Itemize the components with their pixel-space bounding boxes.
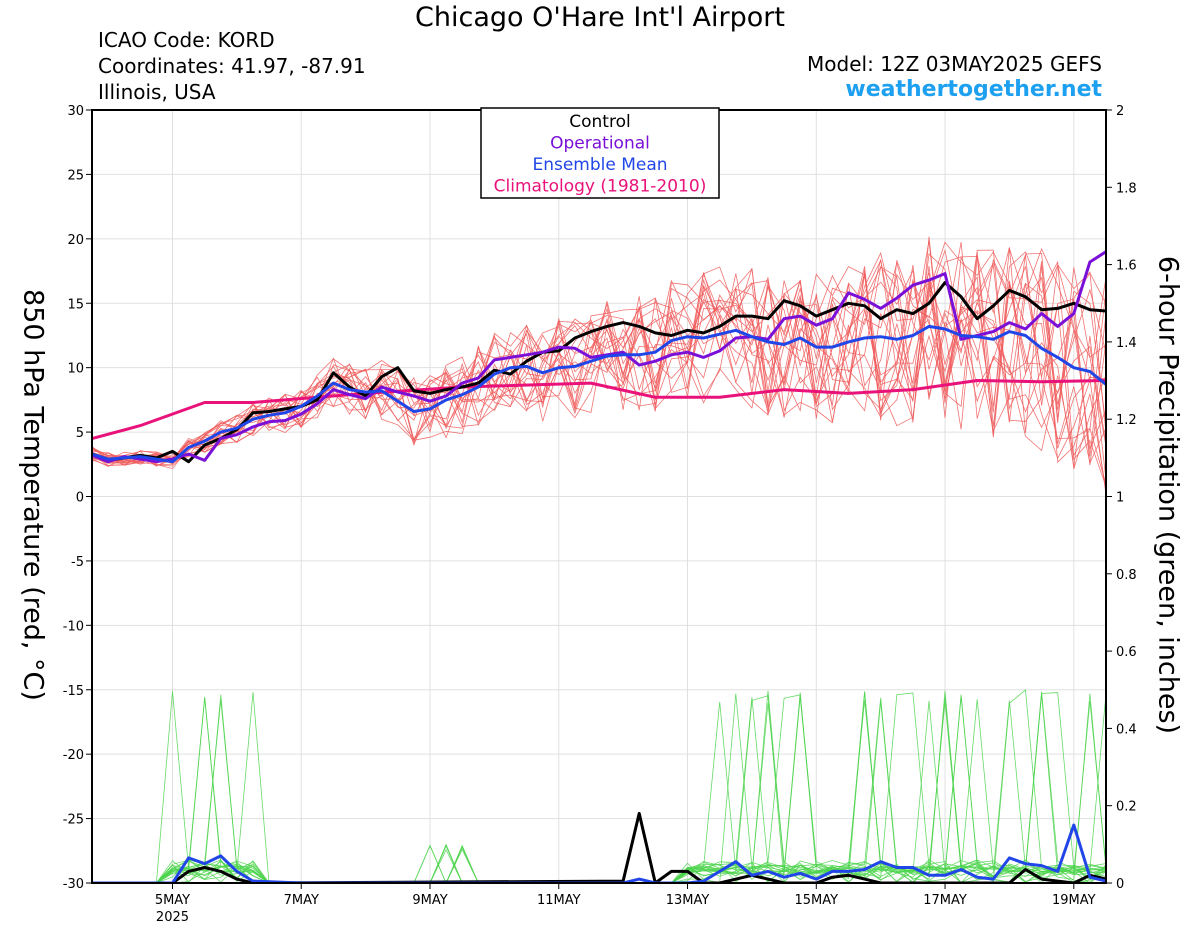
y-tick-label-left: 5 xyxy=(76,426,84,441)
legend-entry: Operational xyxy=(550,134,650,154)
x-tick-label: 11MAY xyxy=(537,893,581,908)
y-tick-label-left: 20 xyxy=(67,233,84,248)
grid-lines xyxy=(92,109,1106,884)
member-precipitation-line xyxy=(92,691,1106,883)
y-tick-label-left: -5 xyxy=(71,555,84,570)
location: Illinois, USA xyxy=(98,80,216,104)
series-control-precipitation xyxy=(92,811,1106,883)
legend-entry: Climatology (1981-2010) xyxy=(494,177,707,197)
y-tick-label-left: 10 xyxy=(67,362,84,377)
y-tick-label-left: -20 xyxy=(63,748,84,763)
member-temperature-line xyxy=(92,262,1106,463)
y-tick-label-right: 1 xyxy=(1116,491,1124,506)
x-tick-label: 19MAY xyxy=(1052,893,1096,908)
y-tick-label-left: 25 xyxy=(67,168,84,183)
y-tick-label-right: 1.6 xyxy=(1116,259,1137,274)
y-tick-label-right: 0.4 xyxy=(1116,722,1137,737)
x-tick-label: 5MAY xyxy=(155,893,190,908)
series-operational xyxy=(92,250,1106,464)
y-tick-label-right: 1.4 xyxy=(1116,336,1137,351)
website-link[interactable]: weathertogether.net xyxy=(845,77,1102,102)
x-tick-label: 17MAY xyxy=(923,893,967,908)
member-precipitation-line xyxy=(92,700,1106,883)
y-tick-label-right: 0 xyxy=(1116,877,1124,892)
y-tick-label-right: 1.2 xyxy=(1116,413,1137,428)
y-tick-label-left: 30 xyxy=(67,104,84,119)
y-tick-label-left: -15 xyxy=(63,684,84,699)
x-tick-label: 15MAY xyxy=(794,893,838,908)
member-temperature-line xyxy=(92,252,1106,466)
y-tick-label-right: 0.2 xyxy=(1116,800,1137,815)
series-control xyxy=(92,281,1106,464)
member-precipitation-line xyxy=(92,691,1106,883)
x-tick-sublabel: 2025 xyxy=(156,910,189,925)
y-tick-label-right: 1.8 xyxy=(1116,181,1137,196)
y-tick-label-left: -30 xyxy=(63,877,84,892)
x-tick-label: 13MAY xyxy=(666,893,710,908)
member-precipitation-line xyxy=(92,689,1106,883)
x-tick-label: 9MAY xyxy=(412,893,447,908)
legend-box xyxy=(480,107,720,199)
y-tick-label-right: 0.6 xyxy=(1116,645,1137,660)
series-climatology-1981-2010 xyxy=(92,379,1106,440)
y-tick-label-left: -25 xyxy=(63,813,84,828)
series-ensemble-mean xyxy=(92,324,1106,464)
legend-entry: Ensemble Mean xyxy=(532,155,667,175)
member-precipitation-line xyxy=(92,692,1106,883)
x-tick-label: 7MAY xyxy=(284,893,319,908)
y-tick-label-left: -10 xyxy=(63,619,84,634)
y-tick-label-left: 0 xyxy=(76,491,84,506)
coordinates: Coordinates: 41.97, -87.91 xyxy=(98,54,366,78)
y-tick-label-right: 2 xyxy=(1116,104,1124,119)
axis-ticks: 302520151050-5-10-15-20-25-3021.81.61.41… xyxy=(63,104,1137,925)
member-temperature-line xyxy=(92,241,1106,464)
model-run: Model: 12Z 03MAY2025 GEFS xyxy=(807,52,1102,76)
member-temperature-line xyxy=(92,266,1106,485)
y-tick-label-right: 0.8 xyxy=(1116,568,1137,583)
member-temperature-line xyxy=(92,255,1106,495)
chart-title: Chicago O'Hare Int'l Airport xyxy=(415,2,785,33)
icao-code: ICAO Code: KORD xyxy=(98,28,275,52)
y-tick-label-left: 15 xyxy=(67,297,84,312)
legend-entry: Control xyxy=(569,112,630,132)
member-temperature-line xyxy=(92,251,1106,466)
member-temperature-line xyxy=(92,273,1106,467)
member-precipitation-line xyxy=(92,692,1106,883)
